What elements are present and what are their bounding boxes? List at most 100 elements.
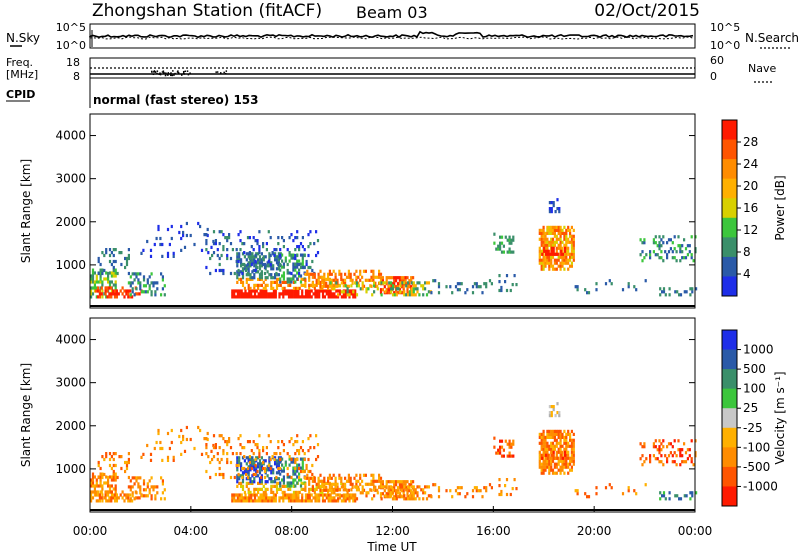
velocity-cell: [96, 490, 100, 494]
velocity-cell: [550, 432, 553, 436]
power-cell: [304, 289, 308, 293]
velocity-cell: [144, 494, 147, 498]
velocity-cell: [405, 488, 408, 492]
power-cell: [310, 289, 313, 293]
power-cell: [558, 210, 561, 214]
velocity-cell: [323, 481, 326, 485]
power-cell: [359, 278, 362, 282]
velocity-cell: [551, 429, 555, 433]
power-cell: [344, 284, 347, 288]
velocity-cell: [567, 465, 570, 469]
power-cell: [352, 295, 355, 299]
power-cell: [274, 280, 277, 284]
power-cell: [263, 289, 266, 293]
velocity-cell: [570, 456, 573, 460]
velocity-cell: [550, 429, 553, 433]
velocity-cell: [258, 465, 262, 469]
velocity-cell: [334, 481, 337, 485]
velocity-cell: [674, 494, 677, 498]
power-cell: [257, 277, 260, 281]
velocity-cell: [269, 499, 272, 503]
velocity-cell: [380, 497, 383, 501]
power-cell: [338, 289, 342, 293]
velocity-cell: [277, 459, 280, 463]
power-cell: [285, 280, 288, 284]
n-search-label: N.Search: [745, 31, 799, 45]
power-cell: [561, 228, 564, 232]
power-cell: [218, 256, 221, 261]
power-cell: [240, 295, 243, 299]
power-cell: [658, 247, 661, 251]
power-cell: [546, 255, 549, 259]
power-cell: [458, 288, 461, 292]
velocity-cell: [473, 486, 476, 490]
power-cell: [231, 295, 234, 299]
power-cell: [379, 288, 383, 292]
velocity-cell: [155, 440, 158, 445]
power-cell: [416, 290, 419, 294]
power-cell: [483, 282, 486, 286]
velocity-cell: [260, 462, 263, 466]
power-cell: [250, 245, 253, 249]
velocity-cell: [290, 457, 293, 462]
power-cell: [244, 295, 247, 299]
velocity-cell: [561, 468, 564, 472]
power-cell: [275, 258, 279, 262]
power-cell: [567, 240, 570, 244]
power-cell: [95, 274, 98, 278]
colorbar-tick-label: 25: [743, 401, 758, 415]
velocity-cell: [262, 446, 265, 450]
velocity-cell: [373, 485, 376, 489]
velocity-cell: [282, 478, 285, 482]
velocity-cell: [268, 462, 271, 466]
power-cell: [546, 240, 549, 244]
velocity-cell: [236, 462, 239, 466]
velocity-cell: [654, 445, 657, 449]
power-cell: [570, 237, 573, 241]
power-cell: [408, 290, 412, 294]
velocity-cell: [538, 465, 541, 469]
velocity-cell: [387, 480, 390, 484]
power-cell: [555, 267, 558, 271]
power-cell: [241, 252, 245, 256]
power-cell: [266, 283, 269, 287]
power-cell: [347, 275, 350, 279]
velocity-cell: [319, 479, 322, 483]
power-cell: [633, 285, 636, 289]
velocity-cell: [279, 460, 282, 464]
velocity-cell: [153, 446, 156, 451]
velocity-cell: [296, 449, 299, 453]
velocity-cell: [396, 480, 400, 484]
power-cell: [168, 242, 171, 247]
power-cell: [379, 291, 383, 295]
velocity-cell: [679, 463, 682, 467]
colorbar-swatch: [722, 120, 737, 141]
power-cell: [243, 286, 246, 290]
y-tick-label: 2000: [55, 215, 86, 229]
power-cell: [393, 285, 396, 289]
nave-tick-bottom: 0: [710, 70, 717, 83]
velocity-cell: [277, 456, 280, 460]
power-cell: [556, 207, 559, 211]
velocity-cell: [355, 485, 359, 489]
power-cell: [301, 236, 304, 240]
power-cell: [275, 280, 279, 284]
velocity-cell: [656, 448, 659, 452]
power-cell: [299, 262, 303, 266]
power-cell: [425, 281, 429, 285]
colorbar-swatch: [722, 178, 737, 199]
power-cell: [247, 261, 250, 265]
power-cell: [340, 275, 343, 279]
velocity-cell: [321, 482, 324, 486]
velocity-cell: [218, 472, 221, 477]
sky-tick-top: 10^5: [56, 21, 86, 34]
power-cell: [291, 289, 294, 293]
power-cell: [127, 292, 130, 296]
velocity-cell: [264, 459, 267, 463]
power-cell: [350, 292, 353, 296]
power-cell: [437, 282, 441, 286]
velocity-cell: [402, 480, 405, 484]
power-cell: [304, 280, 307, 284]
power-cell: [481, 291, 484, 295]
